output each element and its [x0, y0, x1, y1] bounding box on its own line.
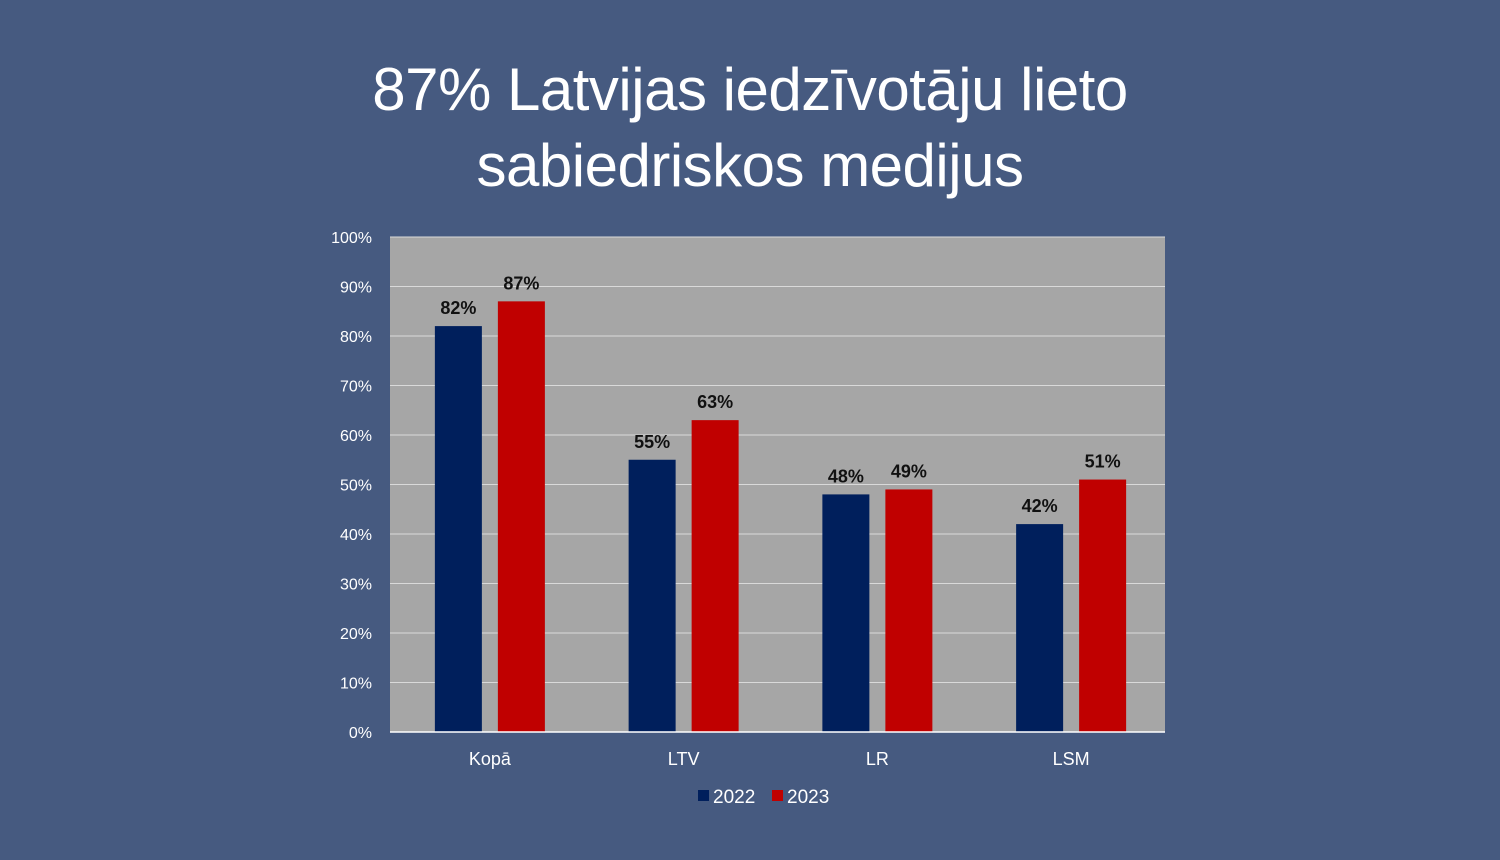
data-label-2022-Kopā: 82% — [440, 298, 476, 318]
y-tick-label: 70% — [340, 379, 372, 396]
data-label-2022-LR: 48% — [828, 466, 864, 486]
bar-2023-LR — [885, 489, 933, 732]
y-tick-label: 30% — [340, 577, 372, 594]
chart-title: 87% Latvijas iedzīvotāju lieto sabiedris… — [0, 52, 1500, 204]
bar-2023-LSM — [1079, 479, 1127, 732]
data-label-2022-LSM: 42% — [1022, 496, 1058, 516]
data-label-2022-LTV: 55% — [634, 432, 670, 452]
y-tick-label: 50% — [340, 478, 372, 495]
x-tick-label: LTV — [668, 749, 700, 769]
y-tick-label: 90% — [340, 280, 372, 297]
y-axis-ticks: 0% 10% 20% 30% 40% 50% 60% 70% 80% 90% 100% — [331, 230, 372, 742]
x-tick-label: Kopā — [469, 749, 512, 769]
x-tick-label: LSM — [1053, 749, 1090, 769]
chart-title-line-2: sabiedriskos medijus — [476, 132, 1024, 199]
data-label-2023-LTV: 63% — [697, 392, 733, 412]
bar-2022-Kopā — [434, 326, 482, 732]
legend-label-2022: 2022 — [713, 787, 755, 808]
data-label-2023-Kopā: 87% — [503, 273, 539, 293]
bar-2022-LSM — [1016, 524, 1064, 732]
bar-2022-LTV — [628, 459, 676, 732]
legend: 2022 2023 — [698, 787, 829, 808]
bar-2022-LR — [822, 494, 870, 732]
y-tick-label: 80% — [340, 329, 372, 346]
data-label-2023-LR: 49% — [891, 461, 927, 481]
data-label-2023-LSM: 51% — [1085, 452, 1121, 472]
x-tick-label: LR — [866, 749, 889, 769]
legend-swatch-2023 — [772, 790, 783, 801]
data-labels: 82% 87% 55% 63% 48% 49% 42% 51% — [440, 273, 1120, 516]
y-tick-label: 10% — [340, 676, 372, 693]
y-tick-label: 20% — [340, 626, 372, 643]
legend-swatch-2022 — [698, 790, 709, 801]
bars — [434, 301, 1127, 732]
legend-label-2023: 2023 — [787, 787, 829, 808]
y-tick-label: 100% — [331, 230, 372, 247]
bar-2023-Kopā — [497, 301, 545, 732]
chart-title-line-1: 87% Latvijas iedzīvotāju lieto — [372, 56, 1128, 123]
x-axis-labels: Kopā LTV LR LSM — [469, 749, 1090, 769]
y-tick-label: 0% — [349, 725, 372, 742]
y-tick-label: 40% — [340, 527, 372, 544]
bar-2023-LTV — [691, 420, 739, 732]
y-tick-label: 60% — [340, 428, 372, 445]
